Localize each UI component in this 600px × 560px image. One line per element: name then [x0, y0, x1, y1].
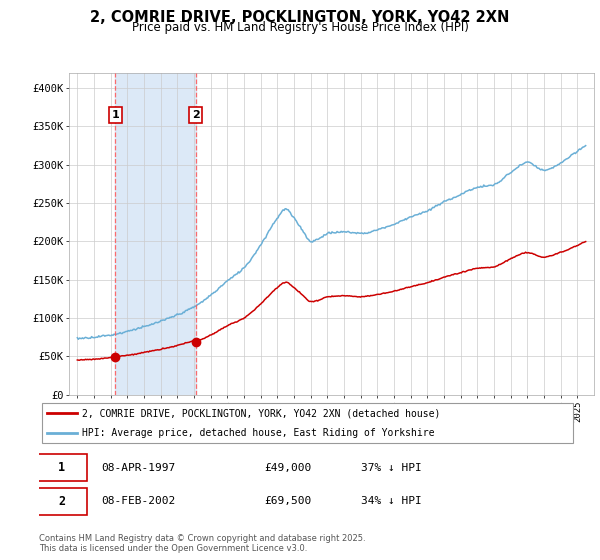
- Text: HPI: Average price, detached house, East Riding of Yorkshire: HPI: Average price, detached house, East…: [82, 428, 434, 438]
- Text: 2, COMRIE DRIVE, POCKLINGTON, YORK, YO42 2XN: 2, COMRIE DRIVE, POCKLINGTON, YORK, YO42…: [91, 10, 509, 25]
- Text: 34% ↓ HPI: 34% ↓ HPI: [361, 496, 422, 506]
- Bar: [115, 73, 196, 395]
- Text: £49,000: £49,000: [265, 463, 312, 473]
- Text: 37% ↓ HPI: 37% ↓ HPI: [361, 463, 422, 473]
- Text: £69,500: £69,500: [265, 496, 312, 506]
- Text: 08-FEB-2002: 08-FEB-2002: [101, 496, 175, 506]
- Text: 2: 2: [58, 494, 65, 508]
- FancyBboxPatch shape: [37, 488, 88, 515]
- Text: 2, COMRIE DRIVE, POCKLINGTON, YORK, YO42 2XN (detached house): 2, COMRIE DRIVE, POCKLINGTON, YORK, YO42…: [82, 408, 440, 418]
- Text: 2: 2: [192, 110, 200, 120]
- Text: Price paid vs. HM Land Registry's House Price Index (HPI): Price paid vs. HM Land Registry's House …: [131, 21, 469, 34]
- FancyBboxPatch shape: [41, 403, 574, 443]
- Text: 1: 1: [58, 461, 65, 474]
- Text: Contains HM Land Registry data © Crown copyright and database right 2025.
This d: Contains HM Land Registry data © Crown c…: [39, 534, 365, 553]
- Text: 08-APR-1997: 08-APR-1997: [101, 463, 175, 473]
- Text: 1: 1: [111, 110, 119, 120]
- FancyBboxPatch shape: [37, 454, 88, 481]
